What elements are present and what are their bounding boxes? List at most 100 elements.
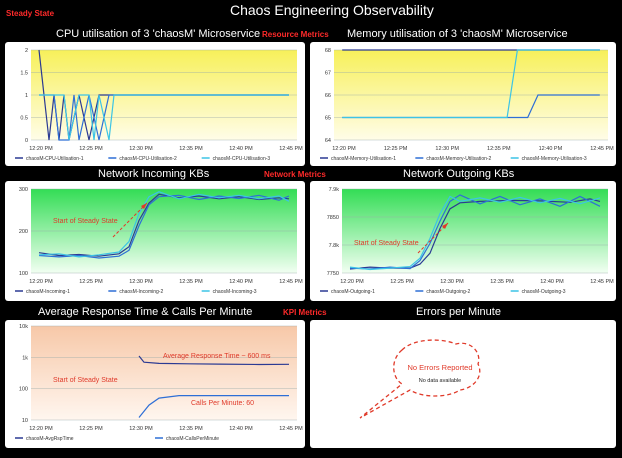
- y-tick-label: 200: [19, 229, 28, 235]
- x-tick-label: 12:45 PM: [279, 426, 303, 432]
- net-out-annotation: Start of Steady State: [354, 240, 419, 247]
- net-in-arrow-head: [141, 203, 147, 209]
- errors-panel-title: Errors per Minute: [416, 306, 501, 318]
- y-tick-label: 68: [325, 48, 331, 54]
- x-tick-label: 12:30 PM: [435, 146, 459, 152]
- y-tick-label: 1: [25, 93, 28, 99]
- net-out-panel-title: Network Outgoing KBs: [403, 168, 515, 180]
- y-tick-label: 7850: [327, 215, 339, 221]
- x-tick-label: 12:20 PM: [332, 146, 356, 152]
- kpi-chart: 10 100 1k 10k 12:20 PM 12:25 PM 12:30 PM 12:35 …: [15, 324, 303, 442]
- net-out-annotation-arrow: [417, 222, 449, 254]
- y-tick-label: 10: [22, 418, 28, 424]
- net-in-chart-panel: 100 200 300 12:20 PM 12:25 PM 12:30 PM 12:35 P…: [5, 181, 305, 301]
- errors-callout-sub: No data available: [419, 378, 462, 384]
- errors-callout-bubble: [359, 339, 481, 419]
- dashboard-title: Chaos Engineering Observability: [230, 2, 434, 18]
- x-tick-label: 12:45 PM: [279, 279, 303, 285]
- y-tick-label: 0.5: [20, 116, 28, 122]
- x-tick-label: 12:40 PM: [229, 426, 253, 432]
- x-tick-label: 12:20 PM: [29, 146, 53, 152]
- x-tick-label: 12:45 PM: [590, 146, 614, 152]
- y-tick-label: 100: [19, 271, 28, 277]
- legend-label: chaosM-CPU-Utilisation-2: [119, 156, 177, 162]
- series-line-3: [38, 191, 290, 258]
- y-tick-label: 1k: [22, 355, 28, 361]
- x-tick-label: 12:25 PM: [79, 279, 103, 285]
- x-tick-label: 12:25 PM: [390, 279, 414, 285]
- legend-label: chaosM-Memory-Utilisation-2: [426, 156, 491, 162]
- x-tick-label: 12:35 PM: [179, 426, 203, 432]
- errors-callout-title: No Errors Reported: [407, 363, 472, 372]
- x-tick-label: 12:45 PM: [590, 279, 614, 285]
- legend-label: chaosM-Memory-Utilisation-3: [522, 156, 587, 162]
- net-in-chart: 100 200 300 12:20 PM 12:25 PM 12:30 PM 12:35 P…: [15, 187, 303, 295]
- x-tick-label: 12:25 PM: [79, 426, 103, 432]
- y-tick-label: 300: [19, 187, 28, 193]
- y-tick-label: 64: [325, 138, 331, 144]
- x-tick-label: 12:35 PM: [179, 146, 203, 152]
- x-tick-label: 12:25 PM: [384, 146, 408, 152]
- section-network-metrics: Network Metrics: [264, 170, 326, 179]
- x-tick-label: 12:30 PM: [129, 279, 153, 285]
- legend-label: chaosM-Incoming-2: [119, 289, 163, 295]
- x-tick-label: 12:45 PM: [279, 146, 303, 152]
- x-tick-label: 12:40 PM: [539, 146, 563, 152]
- series-line-2: [138, 395, 289, 418]
- memory-panel-title: Memory utilisation of 3 'chaosM' Microse…: [347, 28, 568, 40]
- net-out-chart: 7750 7.8k 7850 7.9k 12:20 PM 12:25 PM 12:30 PM…: [320, 187, 614, 295]
- kpi-chart-panel: 10 100 1k 10k 12:20 PM 12:25 PM 12:30 PM 12:35 …: [5, 320, 305, 448]
- memory-chart: 64 65 66 67 68 12:20 PM 12:25 PM 12:30 PM 12:35 …: [320, 48, 614, 162]
- net-out-chart-panel: 7750 7.8k 7850 7.9k 12:20 PM 12:25 PM 12:30 PM…: [310, 181, 616, 301]
- cpu-panel-title: CPU utilisation of 3 'chaosM' Microservi…: [56, 28, 261, 40]
- net-out-arrow-head: [442, 223, 448, 229]
- x-tick-label: 12:35 PM: [490, 279, 514, 285]
- y-tick-label: 7.8k: [329, 243, 340, 249]
- legend-label: chaosM-CPU-Utilisation-3: [213, 156, 271, 162]
- x-tick-label: 12:40 PM: [229, 146, 253, 152]
- memory-chart-panel: 64 65 66 67 68 12:20 PM 12:25 PM 12:30 PM 12:35 …: [310, 42, 616, 166]
- x-tick-label: 12:20 PM: [340, 279, 364, 285]
- kpi-steady-state-annotation: Start of Steady State: [53, 377, 118, 384]
- legend-label: chaosM-Memory-Utilisation-1: [331, 156, 396, 162]
- y-tick-label: 7750: [327, 271, 339, 277]
- y-tick-label: 0: [25, 138, 28, 144]
- x-tick-label: 12:30 PM: [129, 426, 153, 432]
- phase-label: Steady State: [6, 9, 55, 18]
- kpi-calls-note: Calls Per Minute: 60: [191, 400, 254, 407]
- y-tick-label: 100: [19, 387, 28, 393]
- cpu-chart-panel: 0 0.5 1 1.5 2 12:20 PM 12:25 PM 12:30 PM 12:35 P…: [5, 42, 305, 166]
- legend-label: chaosM-Outgoing-2: [426, 289, 470, 295]
- kpi-response-note: Average Response Time ~ 600 ms: [163, 353, 271, 360]
- legend-label: chaosM-Outgoing-3: [522, 289, 566, 295]
- y-tick-label: 67: [325, 71, 331, 77]
- errors-panel: No Errors Reported No data available: [310, 320, 616, 448]
- x-tick-label: 12:40 PM: [540, 279, 564, 285]
- y-tick-label: 65: [325, 116, 331, 122]
- legend-label: chaosM-AvgRspTime: [26, 436, 74, 442]
- series-line-3: [342, 49, 600, 119]
- legend-label: chaosM-Outgoing-1: [331, 289, 375, 295]
- x-tick-label: 12:35 PM: [179, 279, 203, 285]
- series-line-3: [349, 195, 601, 271]
- y-tick-label: 10k: [19, 324, 28, 330]
- net-in-panel-title: Network Incoming KBs: [98, 168, 210, 180]
- y-tick-label: 2: [25, 48, 28, 54]
- x-tick-label: 12:30 PM: [129, 146, 153, 152]
- kpi-panel-title: Average Response Time & Calls Per Minute: [38, 306, 253, 318]
- legend-label: chaosM-Incoming-1: [26, 289, 70, 295]
- section-kpi-metrics: KPI Metrics: [283, 308, 327, 317]
- y-tick-label: 66: [325, 93, 331, 99]
- errors-callout: No Errors Reported No data available: [359, 339, 481, 419]
- x-tick-label: 12:25 PM: [79, 146, 103, 152]
- y-tick-label: 1.5: [20, 71, 28, 77]
- y-tick-label: 7.9k: [329, 187, 340, 193]
- series-line-1: [138, 355, 290, 366]
- x-tick-label: 12:20 PM: [29, 279, 53, 285]
- series-line-3: [39, 94, 289, 141]
- net-in-annotation-arrow: [112, 202, 148, 238]
- x-tick-label: 12:30 PM: [440, 279, 464, 285]
- legend-label: chaosM-CPU-Utilisation-1: [26, 156, 84, 162]
- x-tick-label: 12:40 PM: [229, 279, 253, 285]
- net-in-annotation: Start of Steady State: [53, 218, 118, 225]
